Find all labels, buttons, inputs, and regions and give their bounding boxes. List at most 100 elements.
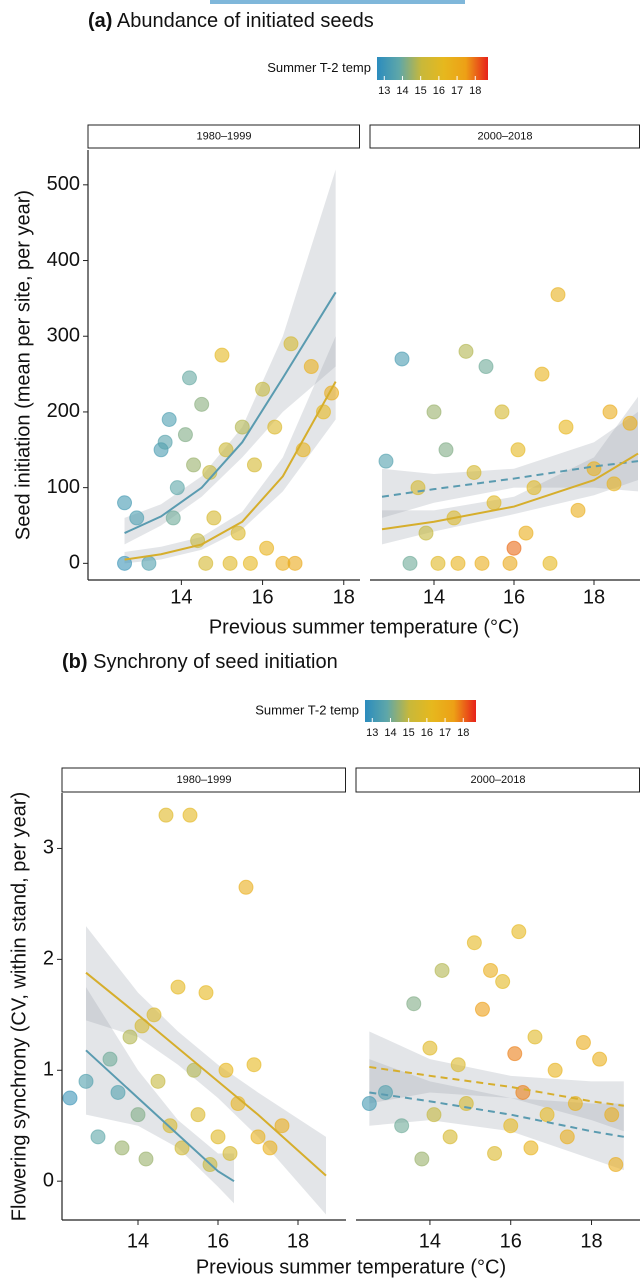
confidence-band bbox=[86, 987, 234, 1204]
data-point bbox=[586, 461, 602, 477]
data-point bbox=[622, 415, 638, 431]
y-axis-title: Seed initiation (mean per site, per year… bbox=[12, 190, 34, 540]
data-point bbox=[466, 935, 482, 951]
x-axis-title: Previous summer temperature (°C) bbox=[196, 1256, 506, 1278]
data-point bbox=[114, 1140, 130, 1156]
confidence-band bbox=[382, 411, 638, 518]
data-point bbox=[117, 495, 133, 511]
legend-tick-label: 18 bbox=[469, 85, 481, 97]
data-point bbox=[558, 419, 574, 435]
y-tick-label: 500 bbox=[47, 173, 80, 195]
legend-tick-label: 16 bbox=[421, 727, 433, 739]
data-point bbox=[230, 525, 246, 541]
facet-strip bbox=[87, 124, 360, 149]
data-point bbox=[567, 1096, 583, 1112]
data-point bbox=[608, 1157, 624, 1173]
x-tick-label: 16 bbox=[251, 586, 273, 608]
y-axis-title: Flowering synchrony (CV, within stand, p… bbox=[8, 792, 30, 1221]
facet-label: 1980–1999 bbox=[176, 774, 231, 786]
data-point bbox=[474, 1001, 490, 1017]
data-point bbox=[169, 480, 185, 496]
data-point bbox=[502, 555, 518, 571]
data-point bbox=[122, 1029, 138, 1045]
x-tick-label: 14 bbox=[419, 1230, 441, 1252]
x-tick-label: 18 bbox=[583, 586, 605, 608]
fit-line bbox=[124, 381, 337, 561]
data-point bbox=[414, 1151, 430, 1167]
data-point bbox=[511, 924, 527, 940]
data-point bbox=[402, 555, 418, 571]
confidence-band bbox=[124, 336, 336, 564]
data-point bbox=[218, 442, 234, 458]
data-point bbox=[250, 1129, 266, 1145]
data-point bbox=[526, 480, 542, 496]
data-point bbox=[559, 1129, 575, 1145]
y-tick-label: 300 bbox=[47, 325, 80, 347]
data-point bbox=[430, 555, 446, 571]
legend-tick-label: 14 bbox=[384, 727, 396, 739]
data-point bbox=[246, 457, 262, 473]
y-tick-label: 3 bbox=[43, 837, 54, 859]
data-point bbox=[174, 1140, 190, 1156]
data-point bbox=[182, 807, 198, 823]
data-point bbox=[165, 510, 181, 526]
data-point bbox=[503, 1118, 519, 1134]
data-point bbox=[181, 370, 197, 386]
data-point bbox=[234, 419, 250, 435]
confidence-band bbox=[369, 1031, 624, 1132]
confidence-band bbox=[124, 169, 336, 545]
data-point bbox=[506, 540, 522, 556]
data-point bbox=[523, 1140, 539, 1156]
x-tick-label: 16 bbox=[207, 1230, 229, 1252]
legend-tick-label: 16 bbox=[433, 85, 445, 97]
data-point bbox=[442, 1129, 458, 1145]
data-point bbox=[542, 555, 558, 571]
x-tick-label: 14 bbox=[423, 586, 445, 608]
data-point bbox=[575, 1035, 591, 1051]
y-tick-label: 0 bbox=[43, 1169, 54, 1191]
data-point bbox=[378, 453, 394, 469]
data-point bbox=[255, 381, 271, 397]
legend-title: Summer T-2 temp bbox=[255, 702, 359, 717]
data-point bbox=[426, 404, 442, 420]
data-point bbox=[246, 1057, 262, 1073]
data-point bbox=[547, 1062, 563, 1078]
facet-label: 2000–2018 bbox=[477, 130, 532, 142]
data-point bbox=[377, 1084, 393, 1100]
legend-tick-label: 13 bbox=[378, 85, 390, 97]
data-point bbox=[426, 1107, 442, 1123]
data-point bbox=[274, 1118, 290, 1134]
data-point bbox=[483, 962, 499, 978]
data-point bbox=[450, 1057, 466, 1073]
data-point bbox=[129, 510, 145, 526]
data-point bbox=[110, 1084, 126, 1100]
data-point bbox=[177, 427, 193, 443]
legend-tick-label: 18 bbox=[457, 727, 469, 739]
x-tick-label: 14 bbox=[127, 1230, 149, 1252]
data-point bbox=[303, 359, 319, 375]
data-point bbox=[198, 985, 214, 1001]
fit-line bbox=[85, 1049, 235, 1183]
facet-label: 2000–2018 bbox=[470, 774, 525, 786]
data-point bbox=[158, 807, 174, 823]
legend-tick-label: 17 bbox=[439, 727, 451, 739]
y-tick-label: 200 bbox=[47, 400, 80, 422]
y-tick-label: 1 bbox=[43, 1059, 54, 1081]
data-point bbox=[141, 555, 157, 571]
data-point bbox=[157, 434, 173, 450]
data-point bbox=[283, 336, 299, 352]
data-point bbox=[539, 1107, 555, 1123]
data-point bbox=[550, 287, 566, 303]
data-point bbox=[458, 1096, 474, 1112]
legend-title: Summer T-2 temp bbox=[267, 60, 371, 75]
data-point bbox=[222, 1145, 238, 1161]
legend-tick-label: 17 bbox=[451, 85, 463, 97]
y-tick-label: 100 bbox=[47, 476, 80, 498]
fit-line bbox=[369, 1065, 624, 1107]
data-point bbox=[102, 1051, 118, 1067]
data-point bbox=[527, 1029, 543, 1045]
data-point bbox=[218, 1062, 234, 1078]
data-point bbox=[206, 510, 222, 526]
data-point bbox=[259, 540, 275, 556]
confidence-band bbox=[369, 1059, 624, 1171]
